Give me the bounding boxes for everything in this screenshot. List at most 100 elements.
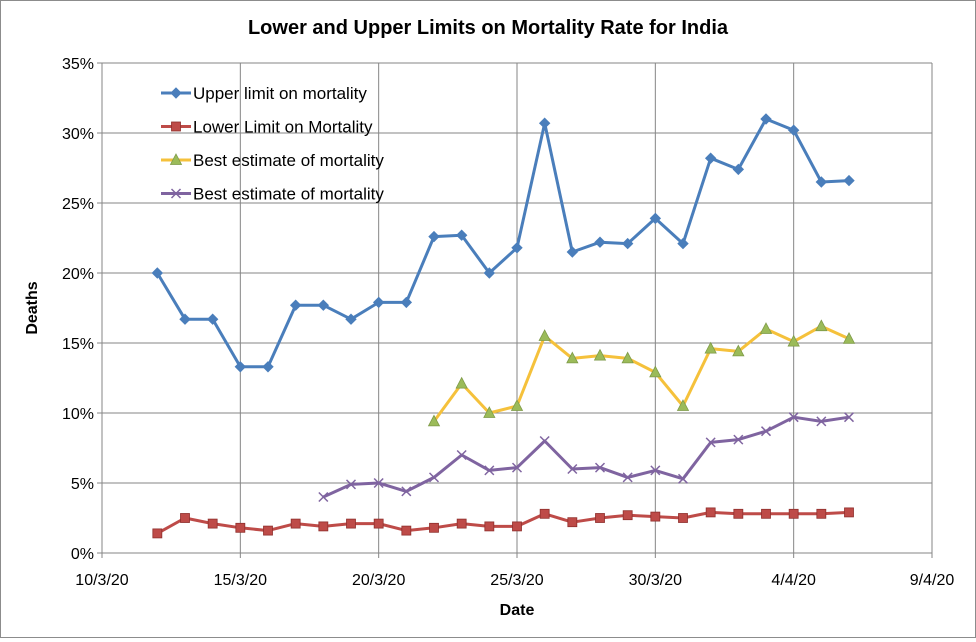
series-1-point [428, 230, 440, 243]
series-4-point [650, 465, 661, 476]
series-4-point [318, 491, 329, 503]
y-tick-label: 20% [62, 266, 94, 283]
x-marker-stroke [345, 479, 357, 490]
y-tick-label: 5% [71, 476, 94, 493]
x-tick-label: 9/4/20 [910, 572, 955, 589]
series-4-point [428, 472, 440, 483]
series-4-point [733, 434, 744, 445]
y-tick-label: 0% [71, 546, 94, 563]
axes [97, 62, 933, 558]
series-4-point [622, 472, 633, 483]
series-3-point [759, 322, 773, 334]
series-3-point [566, 351, 579, 364]
x-tick-labels: 10/3/20 15/3/20 20/3/20 25/3/20 30/3/20 4/4/2… [75, 572, 954, 589]
series-3-point [621, 351, 634, 364]
x-marker-stroke [567, 463, 578, 475]
series-2-point [235, 522, 246, 533]
series-1-point [483, 267, 496, 279]
legend-label: Upper limit on mortality [193, 84, 367, 103]
series-4-point [345, 479, 357, 490]
legend-swatch-marker [169, 153, 183, 165]
series-3-point [787, 334, 800, 347]
series-2 [152, 507, 854, 539]
series-1-point [704, 152, 717, 164]
legend-item-2: Lower Limit on Mortality [161, 118, 373, 137]
x-marker-stroke [318, 491, 329, 503]
series-2-point [761, 508, 771, 519]
x-marker-stroke [539, 435, 550, 447]
x-marker-stroke [594, 462, 606, 473]
series-2-line [156, 510, 850, 535]
series-4-point [705, 437, 716, 448]
series-1-point [234, 361, 247, 373]
y-tick-label: 35% [62, 56, 94, 73]
x-marker-stroke [170, 188, 182, 199]
series-2-point [152, 528, 163, 539]
x-marker-stroke [677, 473, 689, 484]
y-tick-labels: 0% 5% 10% 15% 20% 25% 30% 35% [62, 56, 94, 563]
series-3-point [455, 376, 468, 389]
legend-swatch-marker [170, 87, 182, 99]
series-4-point [677, 473, 689, 484]
legend-label: Best estimate of mortality [193, 151, 384, 170]
legend-label: Best estimate of mortality [193, 185, 384, 204]
series-1-point [677, 237, 689, 250]
series-4-point [456, 449, 467, 461]
legend-item-4: Best estimate of mortality [161, 185, 384, 204]
series-1-line [156, 117, 850, 369]
legend-label: Lower Limit on Mortality [193, 118, 373, 137]
series-1-point [538, 117, 551, 129]
x-tick-label: 20/3/20 [352, 572, 405, 589]
series-2-point [290, 518, 301, 529]
series-4-point [567, 463, 578, 475]
x-marker-stroke [622, 472, 633, 483]
series-4-point [760, 426, 772, 437]
series-1-point [345, 313, 357, 325]
series-2-point [180, 513, 190, 523]
series-4-point [401, 486, 412, 497]
x-marker-stroke [401, 486, 412, 497]
series-3-point [427, 414, 441, 427]
legend: Upper limit on mortality Lower Limit on M… [161, 84, 384, 204]
series-3-point [538, 329, 551, 341]
series-4-point [788, 412, 799, 423]
series-1-point [594, 236, 606, 248]
series-3-point [842, 331, 856, 344]
series-3-point [593, 348, 607, 361]
series-2-point [622, 510, 633, 521]
chart-title: Lower and Upper Limits on Mortality Rate… [248, 17, 729, 39]
series-3-point [483, 406, 496, 418]
series-3 [427, 319, 856, 427]
series-1-point [400, 296, 413, 309]
x-tick-label: 4/4/20 [771, 572, 816, 589]
series-1-point [732, 163, 745, 176]
legend-swatch-marker [171, 121, 181, 132]
series-3-point [676, 399, 690, 411]
y-tick-label: 15% [62, 336, 94, 353]
series-3-point [815, 319, 828, 332]
x-axis-title: Date [500, 602, 535, 619]
series-1-point [317, 299, 330, 311]
series-3-point [510, 399, 524, 411]
series-1-point [151, 267, 164, 279]
x-marker-stroke [816, 416, 827, 427]
series-2-point [567, 517, 578, 528]
series-1-point [289, 299, 302, 311]
y-tick-label: 30% [62, 126, 94, 143]
series-4-point [594, 462, 606, 473]
y-axis-title: Deaths [24, 281, 41, 334]
x-marker-stroke [705, 437, 716, 448]
series-2-point [401, 525, 412, 536]
series-2-point [373, 518, 384, 529]
series-2-point [539, 508, 550, 519]
series-layer [151, 113, 856, 539]
series-2-point [456, 518, 467, 529]
y-tick-label: 25% [62, 196, 94, 213]
series-1-point [179, 313, 191, 325]
series-4 [318, 412, 855, 503]
series-1-point [760, 113, 772, 125]
x-marker-stroke [511, 462, 523, 473]
series-1-point [455, 229, 468, 241]
series-1-point [262, 361, 274, 373]
